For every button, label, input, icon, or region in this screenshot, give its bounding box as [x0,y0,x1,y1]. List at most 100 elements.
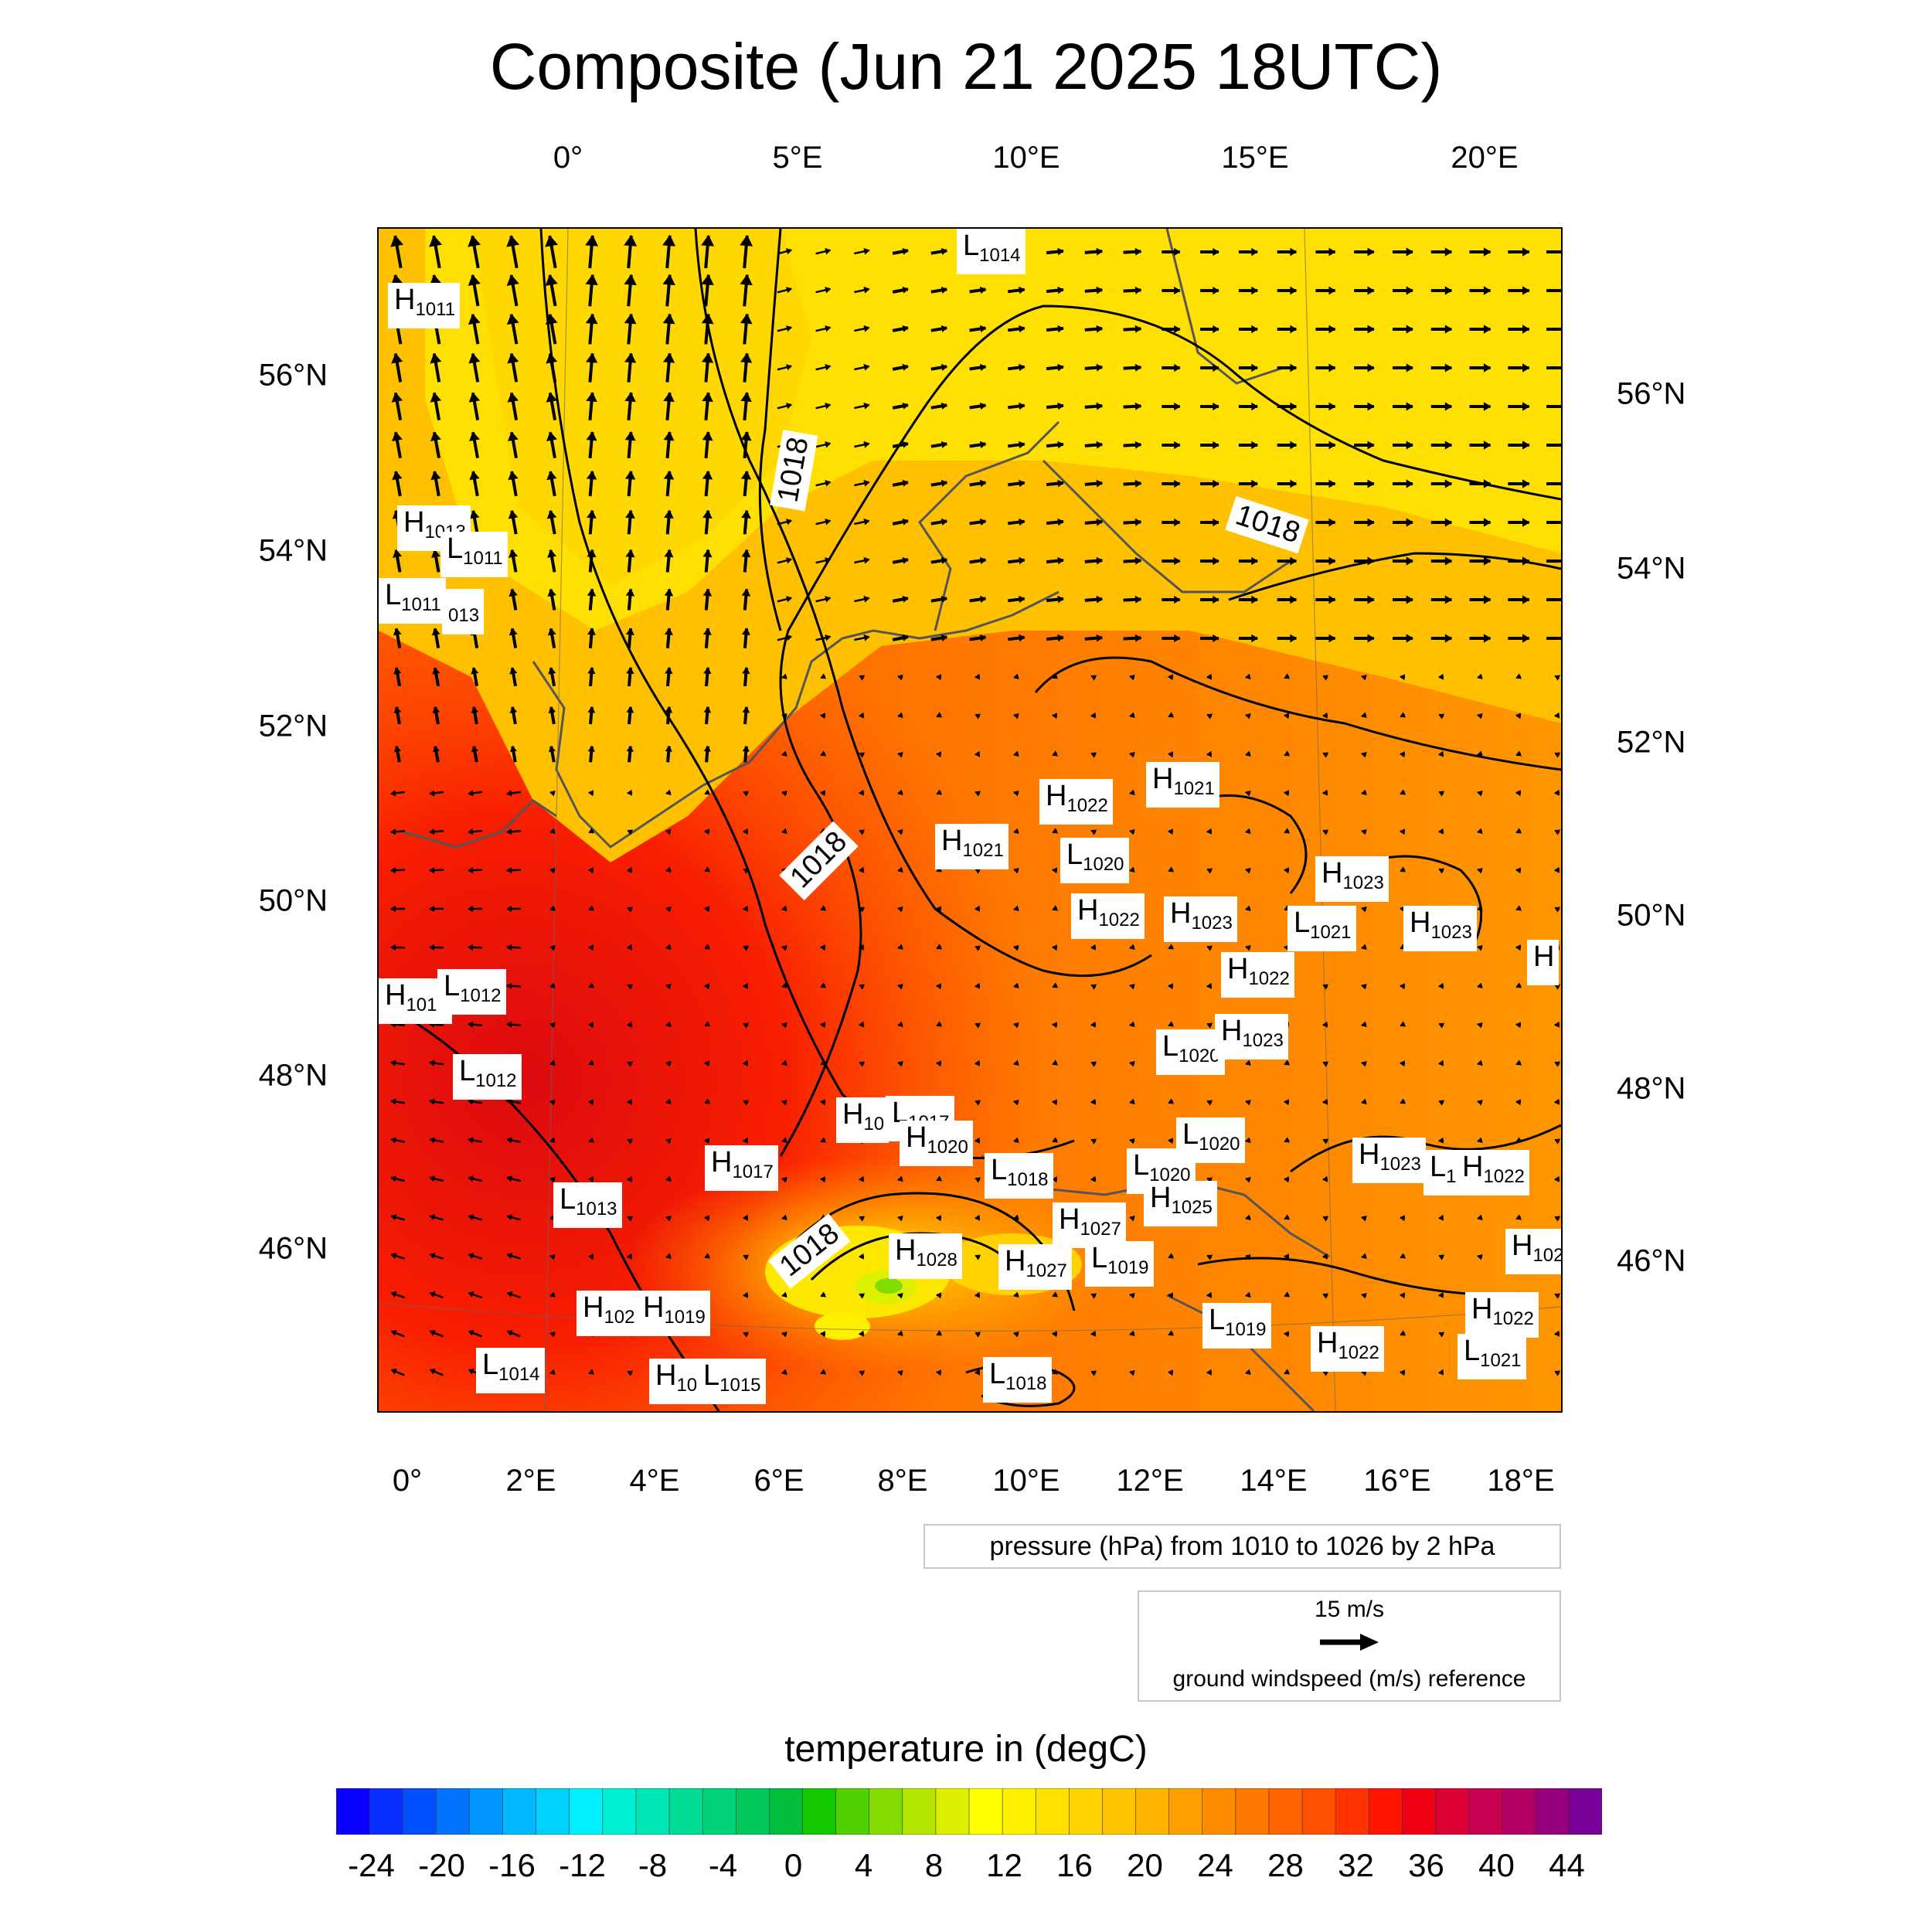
wind-arrow-head [936,1369,941,1376]
wind-arrow-head [1096,440,1104,449]
wind-arrow-head [1322,984,1329,990]
wind-arrow-head [740,431,752,441]
wind-arrow-head [624,352,637,363]
lat-label-left: 46°N [258,1231,328,1266]
wind-arrow-head [701,234,715,247]
wind-arrow-head [975,713,981,719]
wind-arrow-head [936,1175,943,1182]
wind-arrow-head [1400,1253,1406,1259]
wind-arrow-head [975,1177,981,1183]
wind-arrow-head [587,745,595,752]
wind-arrow-head [1400,1021,1406,1027]
wind-arrow-head [1554,712,1560,719]
wind-arrow-head [781,1176,787,1183]
wind-arrow-head [1328,595,1336,604]
wind-arrow-head [825,479,832,487]
wind-arrow-head [1245,944,1251,951]
wind-arrow-head [975,1214,980,1221]
wind-arrow-head [1522,325,1530,334]
wind-arrow-head [390,866,396,874]
wind-arrow-head [1284,713,1289,719]
temperature-map[interactable]: 1018 1018 1018 1018 L1014 H1011 H1013 L1… [379,229,1561,1411]
wind-arrow-head [1245,905,1251,912]
wind-arrow-head [1361,674,1367,681]
wind-arrow-head [1213,402,1219,411]
wind-arrow-head [430,471,441,481]
wind-arrow-head [940,363,948,371]
wind-arrow-head [1096,634,1104,642]
wind-arrow-head [587,588,597,597]
wind-arrow-head [1400,789,1406,795]
colorbar-tick-label: 44 [1549,1847,1585,1883]
wind-arrow-head [1206,1369,1212,1376]
wind-arrow-head [1245,1060,1251,1066]
wind-arrow-head [1400,674,1405,681]
wind-arrow-head [743,1022,750,1029]
wind-arrow-head [1168,1138,1173,1145]
wind-arrow-head [1322,829,1329,835]
wind-arrow-head [1134,286,1142,294]
pressure-center: H1020 [900,1121,973,1166]
wind-arrow-head [1013,1099,1019,1106]
wind-arrow-head [1206,673,1212,680]
wind-arrow-head [1284,1369,1291,1375]
wind-arrow-head [1251,595,1259,604]
wind-arrow-head [429,790,435,797]
wind-arrow-head [1052,982,1059,988]
wind-arrow-head [1013,867,1019,874]
pressure-center: L1018 [983,1357,1052,1403]
wind-arrow-head [1251,325,1259,334]
wind-arrow-head [740,352,753,363]
wind-arrow-head [390,828,396,835]
wind-arrow-head [549,1291,556,1298]
wind-arrow-head [390,1291,397,1298]
wind-arrow-head [820,1176,825,1183]
wind-arrow-head [1322,675,1329,681]
lat-label-left: 48°N [258,1058,328,1093]
wind-arrow-head [625,509,635,519]
wind-arrow-head [625,549,635,558]
wind-arrow-head [1400,1060,1405,1067]
wind-arrow-head [1213,440,1219,450]
wind-arrow-head [743,1060,748,1066]
wind-reference-box: 15 m/s ground windspeed (m/s) reference [1138,1590,1561,1702]
wind-arrow-head [975,750,980,757]
pressure-center: L1011 [379,578,446,624]
wind-arrow-head [786,403,793,410]
wind-arrow-head [624,234,638,247]
colorbar-tick-label: 8 [924,1847,944,1883]
wind-arrow-head [1129,1215,1135,1222]
wind-arrow-head [940,479,948,487]
wind-arrow-head [1444,518,1453,527]
wind-arrow-head [702,470,713,480]
wind-arrow-head [588,1369,595,1375]
wind-arrow-head [549,1022,556,1029]
wind-arrow-head [1400,751,1405,758]
wind-arrow-head [1367,402,1375,411]
wind-arrow-head [468,274,481,286]
wind-arrow-head [432,745,440,753]
wind-arrow-head [975,1100,981,1106]
wind-arrow-head [468,1175,474,1182]
wind-arrow-head [786,519,793,526]
wind-arrow-head [781,1291,787,1298]
wind-reference-label: ground windspeed (m/s) reference [1172,1666,1526,1692]
wind-arrow-head [902,286,909,294]
wind-arrow-head [1361,944,1367,951]
wind-arrow-head [468,828,474,835]
wind-arrow-head [703,745,711,752]
wind-arrow-head [665,1215,672,1222]
pressure-center: L1020 [1060,838,1129,883]
wind-arrow-head [940,634,948,641]
wind-arrow-head [936,1292,941,1299]
wind-arrow-head [1168,1021,1175,1027]
wind-arrow-head [1057,556,1064,565]
wind-arrow-head [1245,1137,1251,1144]
wind-arrow-head [1438,1137,1444,1144]
wind-arrow-head [1168,1369,1173,1376]
lon-label-top: 10°E [992,141,1060,175]
wind-arrow-head [1438,791,1445,797]
wind-arrow-head [1515,673,1522,679]
colorbar-segment [968,1788,1003,1835]
wind-arrow-head [1367,634,1375,643]
